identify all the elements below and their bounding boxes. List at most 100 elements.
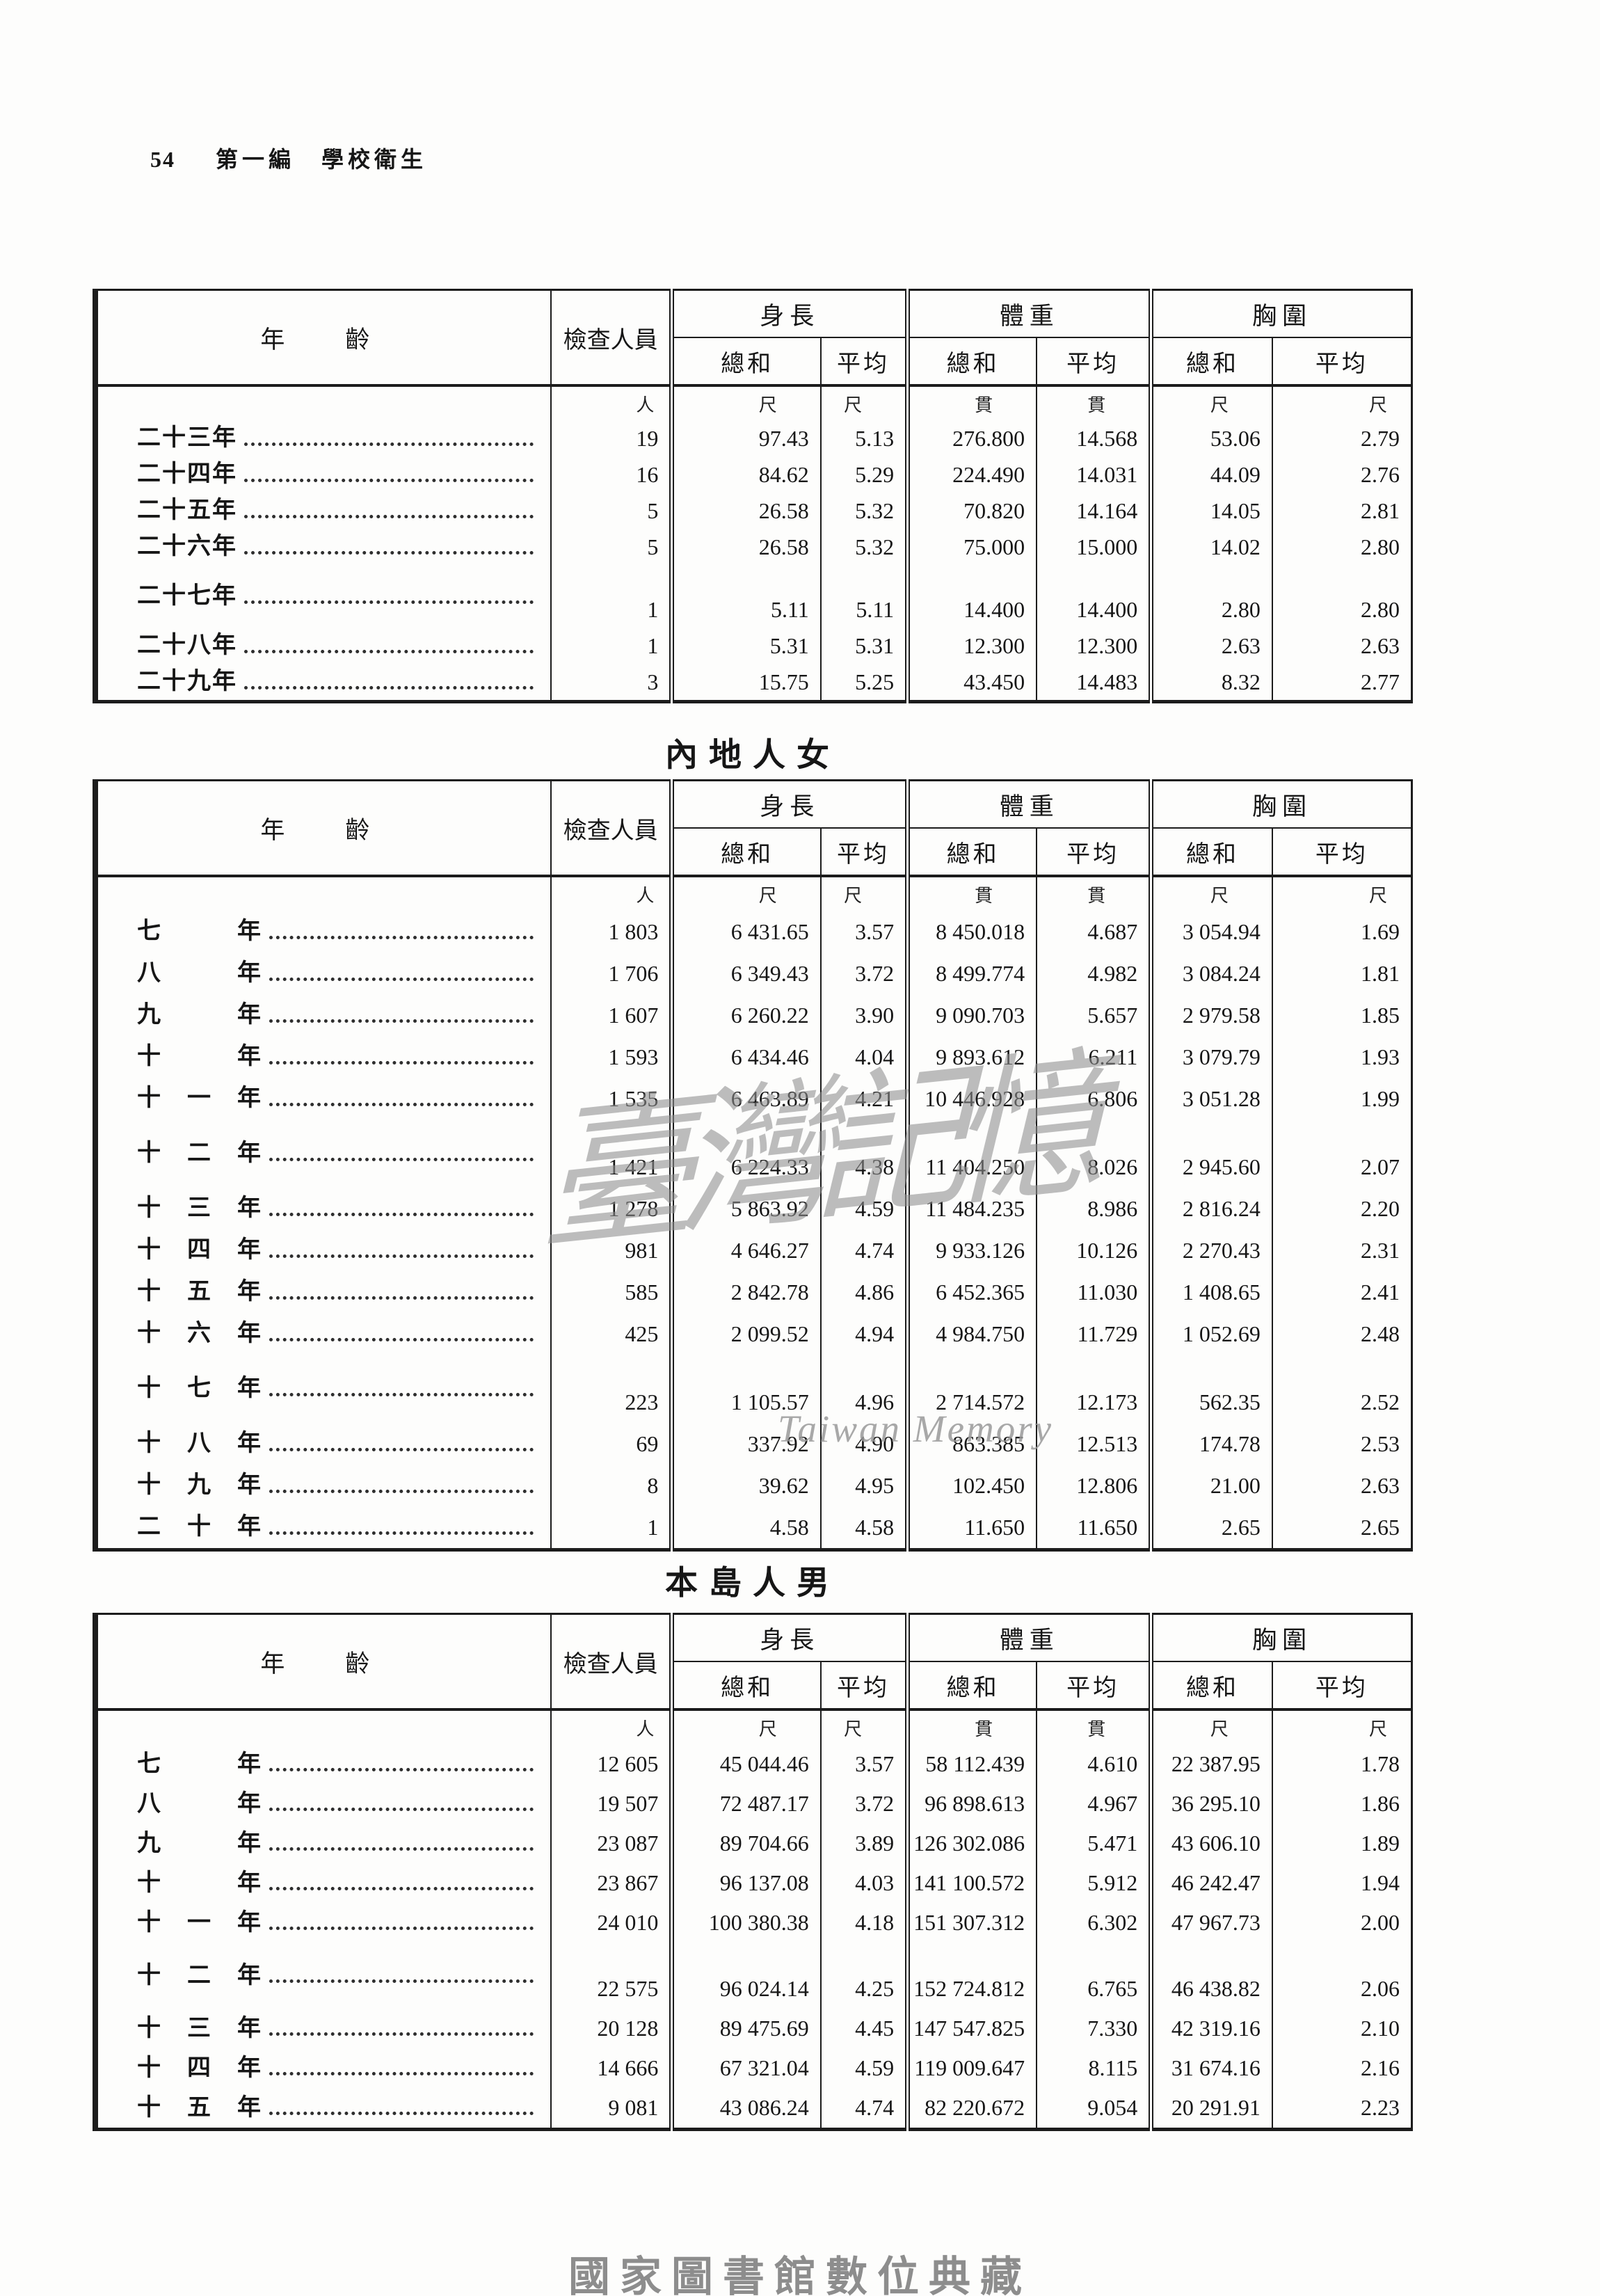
- cell-chest-total: 2 270.43: [1149, 1229, 1272, 1271]
- cell-examined: 19 507: [550, 1784, 672, 1824]
- cell-weight-total: 58 112.439: [905, 1744, 1037, 1784]
- table-row: 九 年 1 607 6 260.22 3.90 9 090.703 5.657 2 979.…: [95, 994, 1412, 1036]
- page-number: 54: [150, 147, 175, 172]
- cell-weight-avg: 8.115: [1036, 2048, 1151, 2088]
- cell-examined: 24 010: [550, 1903, 672, 1943]
- units-row: 人尺尺貫貫尺尺: [95, 385, 1412, 420]
- cell-age: 二十三年: [95, 420, 551, 456]
- cell-examined: 585: [550, 1271, 672, 1313]
- cell-chest-total: 22 387.95: [1149, 1744, 1272, 1784]
- cell-chest-total: 3 084.24: [1149, 952, 1272, 994]
- cell-chest-total: 3 051.28: [1149, 1078, 1272, 1119]
- cell-age: 十 四 年: [95, 2048, 551, 2088]
- unit-label: 尺: [819, 876, 908, 911]
- cell-chest-avg: 1.93: [1271, 1036, 1412, 1078]
- table-row: 十 四 年 981 4 646.27 4.74 9 933.126 10.126 2 270…: [95, 1229, 1412, 1271]
- cell-chest-total: 562.35: [1149, 1355, 1272, 1423]
- unit-label: 貫: [1036, 1709, 1151, 1744]
- column-header-age: 年 齡: [260, 326, 388, 353]
- cell-weight-avg: 14.400: [1036, 565, 1151, 628]
- cell-height-total: 6 224.33: [669, 1119, 821, 1188]
- cell-weight-total: 2 714.572: [905, 1355, 1037, 1423]
- cell-height-total: 72 487.17: [669, 1784, 821, 1824]
- units-age-blank: [95, 876, 551, 911]
- unit-label: 人: [550, 1709, 672, 1744]
- age-label: 十 一 年: [137, 1085, 262, 1112]
- table-row: 二十八年 1 5.31 5.31 12.300 12.300 2.63 2.63: [95, 628, 1412, 664]
- cell-weight-avg: 12.513: [1036, 1423, 1151, 1465]
- table-row: 七 年 12 605 45 044.46 3.57 58 112.439 4.610 22 …: [95, 1744, 1412, 1784]
- cell-weight-total: 9 933.126: [905, 1229, 1037, 1271]
- dot-leader: [269, 1296, 534, 1300]
- unit-label: 貫: [905, 385, 1037, 420]
- cell-chest-total: 14.02: [1149, 529, 1272, 565]
- cell-height-avg: 4.25: [819, 1943, 908, 2009]
- age-label: 十 三 年: [137, 2015, 262, 2041]
- cell-height-total: 45 044.46: [669, 1744, 821, 1784]
- cell-height-total: 6 431.65: [669, 911, 821, 952]
- cell-height-avg: 4.90: [819, 1423, 908, 1465]
- column-group-weight: 體重: [905, 1613, 1151, 1662]
- table-row: 二十四年 16 84.62 5.29 224.490 14.031 44.09 2.76: [95, 456, 1412, 493]
- cell-height-total: 6 260.22: [669, 994, 821, 1036]
- cell-chest-total: 3 054.94: [1149, 911, 1272, 952]
- cell-height-avg: 4.96: [819, 1355, 908, 1423]
- cell-age: 八 年: [95, 1784, 551, 1824]
- age-label: 十 八 年: [137, 1430, 262, 1457]
- age-label: 十 五 年: [137, 1279, 262, 1305]
- column-group-height: 身長: [669, 780, 908, 829]
- dot-leader: [269, 1447, 534, 1451]
- cell-weight-total: 75.000: [905, 529, 1037, 565]
- cell-examined: 3: [550, 664, 672, 702]
- dot-leader: [269, 1392, 534, 1396]
- cell-height-total: 4.58: [669, 1506, 821, 1550]
- cell-chest-total: 44.09: [1149, 456, 1272, 493]
- dot-leader: [269, 1808, 534, 1812]
- cell-height-avg: 4.38: [819, 1119, 908, 1188]
- age-label: 十 七 年: [137, 1376, 262, 1402]
- cell-age: 十 五 年: [95, 2088, 551, 2130]
- cell-height-total: 26.58: [669, 493, 821, 529]
- cell-height-total: 1 105.57: [669, 1355, 821, 1423]
- cell-chest-total: 31 674.16: [1149, 2048, 1272, 2088]
- cell-chest-avg: 2.00: [1271, 1903, 1412, 1943]
- unit-label: 尺: [819, 1709, 908, 1744]
- cell-height-avg: 4.59: [819, 1188, 908, 1229]
- table-row: 十 九 年 8 39.62 4.95 102.450 12.806 21.00 2.63: [95, 1465, 1412, 1506]
- age-label: 十 四 年: [137, 1237, 262, 1263]
- cell-height-avg: 5.11: [819, 565, 908, 628]
- cell-weight-total: 11 484.235: [905, 1188, 1037, 1229]
- units-age-blank: [95, 385, 551, 420]
- column-subheader-total: 總和: [669, 337, 821, 385]
- cell-examined: 22 575: [550, 1943, 672, 2009]
- age-label: 二 十 年: [137, 1514, 262, 1540]
- cell-height-total: 6 434.46: [669, 1036, 821, 1078]
- cell-examined: 19: [550, 420, 672, 456]
- cell-age: 十 四 年: [95, 1229, 551, 1271]
- table-row: 十 二 年 1 421 6 224.33 4.38 11 404.250 8.026 2 9…: [95, 1119, 1412, 1188]
- cell-weight-avg: 14.031: [1036, 456, 1151, 493]
- cell-weight-avg: 12.300: [1036, 628, 1151, 664]
- cell-height-avg: 4.04: [819, 1036, 908, 1078]
- cell-examined: 14 666: [550, 2048, 672, 2088]
- cell-weight-total: 14.400: [905, 565, 1037, 628]
- cell-examined: 1 803: [550, 911, 672, 952]
- unit-label: 尺: [1271, 385, 1412, 420]
- cell-examined: 9 081: [550, 2088, 672, 2130]
- cell-age: 二十七年: [95, 565, 551, 628]
- cell-age: 二十六年: [95, 529, 551, 565]
- column-subheader-total: 總和: [1149, 828, 1272, 876]
- cell-chest-avg: 2.06: [1271, 1943, 1412, 2009]
- cell-weight-total: 863.385: [905, 1423, 1037, 1465]
- column-header-age: 年 齡: [260, 816, 388, 844]
- cell-weight-avg: 10.126: [1036, 1229, 1151, 1271]
- cell-height-total: 97.43: [669, 420, 821, 456]
- cell-height-avg: 3.90: [819, 994, 908, 1036]
- cell-weight-total: 96 898.613: [905, 1784, 1037, 1824]
- table-row: 十 年 23 867 96 137.08 4.03 141 100.572 5.912 46…: [95, 1863, 1412, 1903]
- table-hontojin-male: 年 齡檢查人員 身長 體重 胸圍 總和 平均 總和 平均 總和 平均人尺尺貫貫尺尺七 年 12 60…: [93, 1613, 1413, 2131]
- cell-height-avg: 4.94: [819, 1313, 908, 1355]
- column-subheader-average: 平均: [1271, 828, 1412, 876]
- cell-age: 九 年: [95, 1824, 551, 1863]
- units-row: 人尺尺貫貫尺尺: [95, 876, 1412, 911]
